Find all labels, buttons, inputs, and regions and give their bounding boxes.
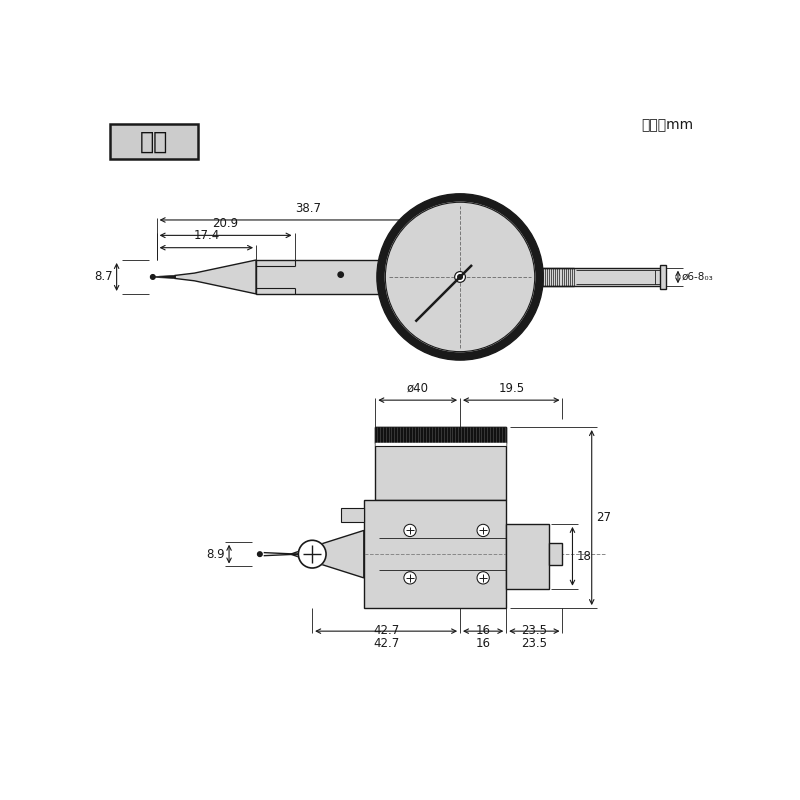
Bar [256, 260, 383, 294]
Text: 42.7: 42.7 [373, 624, 399, 638]
Text: 16: 16 [476, 638, 490, 650]
Text: 20.9: 20.9 [213, 217, 238, 230]
Circle shape [377, 194, 543, 360]
Circle shape [477, 524, 490, 537]
Text: 27: 27 [596, 511, 611, 524]
Circle shape [477, 572, 490, 584]
Bar [341, 508, 364, 522]
Polygon shape [175, 260, 256, 294]
Circle shape [386, 202, 534, 352]
Bar [506, 524, 549, 589]
Circle shape [454, 271, 466, 282]
Text: 縦形: 縦形 [139, 130, 168, 154]
Circle shape [404, 572, 416, 584]
Circle shape [258, 552, 262, 557]
Bar [549, 543, 562, 565]
Text: 42.7: 42.7 [373, 638, 399, 650]
Text: 8.9: 8.9 [206, 548, 226, 561]
Bar [660, 266, 666, 289]
Circle shape [458, 274, 462, 279]
Text: 8.7: 8.7 [94, 270, 113, 283]
Text: ø40: ø40 [406, 382, 429, 394]
Polygon shape [154, 275, 175, 278]
Bar [375, 427, 506, 500]
Bar [537, 268, 664, 286]
Text: 23.5: 23.5 [522, 638, 547, 650]
Text: 16: 16 [476, 624, 490, 638]
Text: 単位：mm: 単位：mm [641, 118, 693, 132]
Bar [364, 500, 506, 608]
Circle shape [338, 272, 343, 278]
Text: ø6-8₀₃: ø6-8₀₃ [682, 272, 714, 282]
Bar [375, 427, 506, 442]
Text: 18: 18 [576, 550, 591, 563]
Text: 23.5: 23.5 [522, 624, 547, 638]
FancyBboxPatch shape [110, 125, 198, 159]
Text: 38.7: 38.7 [295, 202, 322, 214]
Text: 19.5: 19.5 [498, 382, 524, 394]
Circle shape [404, 524, 416, 537]
Text: 17.4: 17.4 [194, 230, 219, 242]
Circle shape [150, 274, 155, 279]
Circle shape [298, 540, 326, 568]
Polygon shape [290, 530, 364, 578]
